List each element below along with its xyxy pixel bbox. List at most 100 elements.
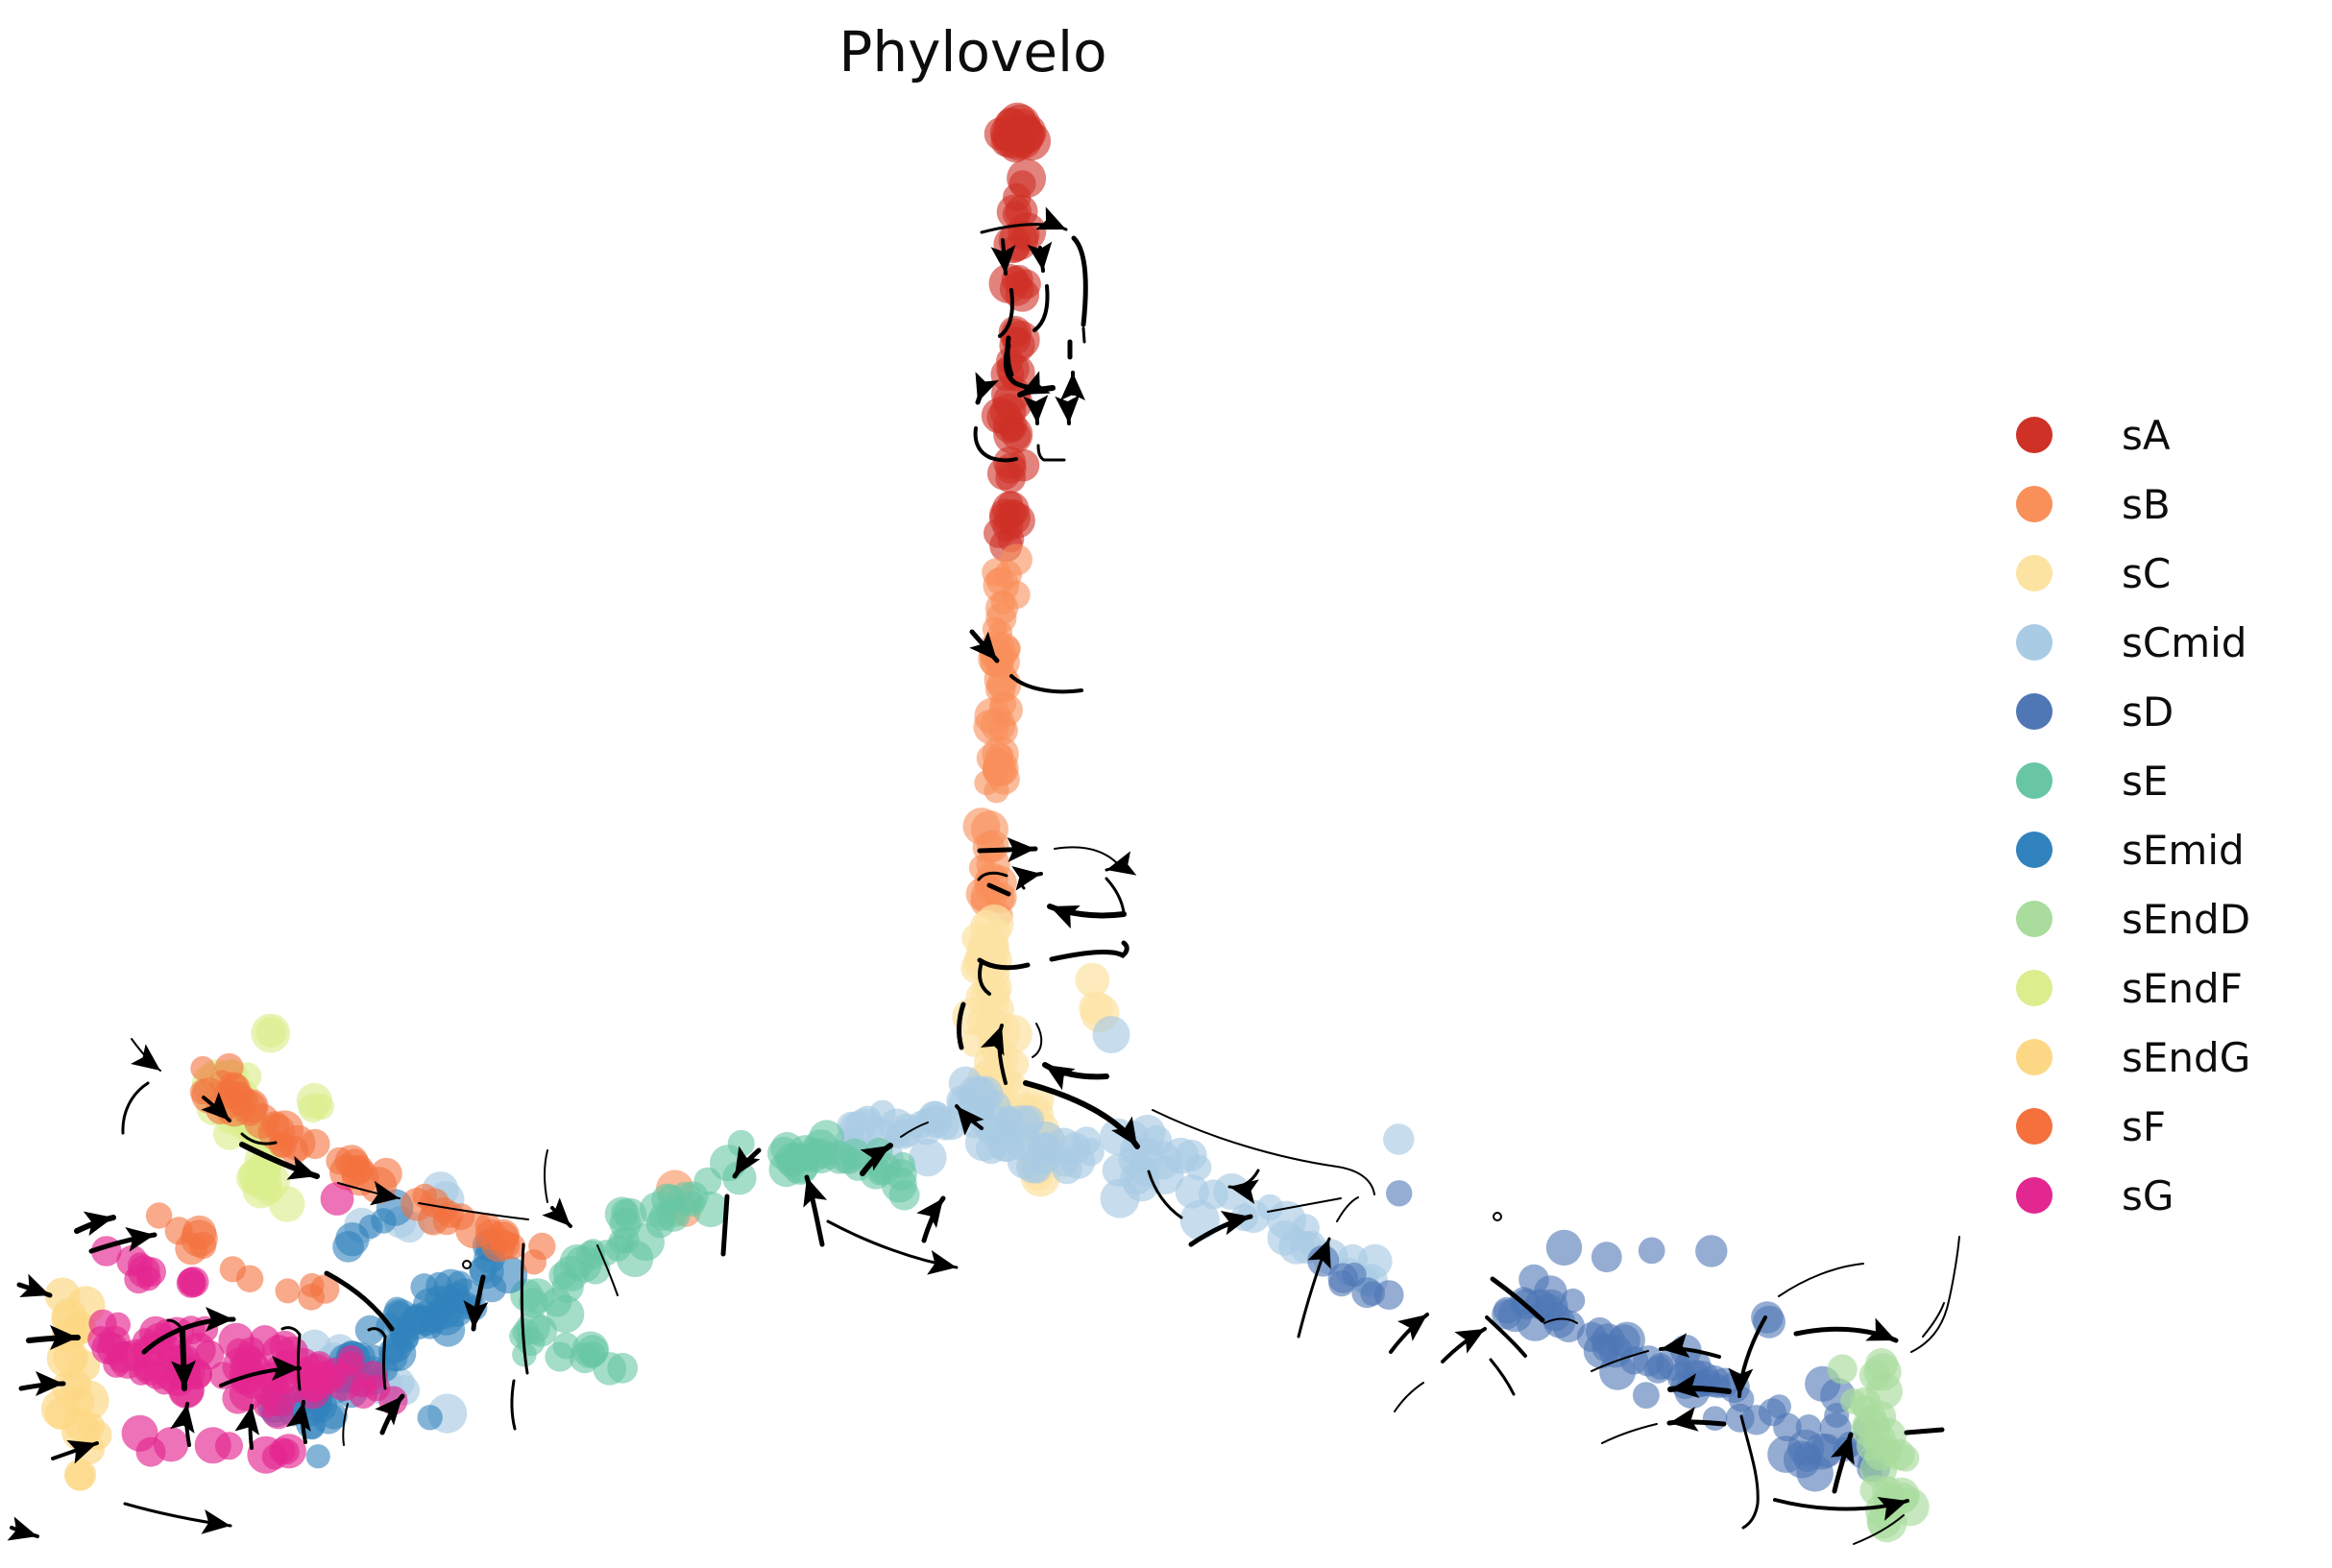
- streamline: [1023, 1080, 1140, 1149]
- data-point-sE: [888, 1179, 920, 1211]
- streamline: [975, 372, 999, 405]
- streamline: [121, 1081, 150, 1135]
- streamline: [170, 1402, 195, 1447]
- legend: sA sB sC sCmid sD sE sEmid sEndD sEndF sEndG sF sG: [2016, 400, 2250, 1230]
- data-point-sEndF: [243, 1161, 282, 1200]
- data-point-sG: [253, 1392, 279, 1418]
- legend-marker-icon: [2016, 1108, 2053, 1145]
- streamline: [826, 1219, 959, 1275]
- legend-label: sEmid: [2122, 826, 2245, 874]
- legend-marker-icon: [2016, 693, 2053, 730]
- data-point-sE: [722, 1161, 757, 1195]
- streamline: [973, 426, 1018, 463]
- legend-marker-icon: [2016, 555, 2053, 591]
- streamline: [1904, 1427, 1945, 1435]
- streamline: [324, 1270, 395, 1332]
- streamline-seed-icon: [462, 1260, 472, 1269]
- legend-label: sEndF: [2122, 964, 2243, 1012]
- data-point-sB: [984, 662, 1018, 697]
- streamline: [596, 1244, 619, 1296]
- data-point-sCmid: [1007, 1143, 1043, 1179]
- data-point-sCmid: [1179, 1199, 1220, 1241]
- legend-item-sEndF: sEndF: [2016, 953, 2250, 1023]
- data-point-sG: [311, 1362, 344, 1394]
- streamline: [969, 629, 1000, 663]
- data-point-sG: [105, 1312, 131, 1339]
- streamline: [16, 1273, 53, 1298]
- data-point-sF: [225, 1081, 254, 1110]
- streamline: [720, 1194, 730, 1257]
- streamline: [286, 1400, 311, 1444]
- data-point-sE: [614, 1197, 647, 1231]
- data-point-sEndF: [296, 1082, 332, 1119]
- data-point-sG: [153, 1427, 189, 1462]
- legend-label: sG: [2122, 1171, 2174, 1219]
- streamline: [280, 1326, 302, 1337]
- data-point-sCmid: [1118, 1145, 1149, 1175]
- streamline: [375, 1393, 405, 1435]
- streamline: [1047, 904, 1127, 929]
- data-point-sE: [692, 1191, 729, 1228]
- data-point-sE: [657, 1184, 685, 1212]
- streamline: [1389, 1313, 1429, 1354]
- data-point-sG: [222, 1383, 254, 1414]
- data-point-sEndG: [68, 1350, 101, 1382]
- streamline: [916, 1195, 946, 1243]
- data-point-sG: [127, 1255, 160, 1289]
- streamline: [1601, 1423, 1658, 1444]
- legend-marker-icon: [2016, 901, 2053, 937]
- legend-marker-icon: [2016, 832, 2053, 868]
- streamline: [239, 1142, 320, 1180]
- streamline: [234, 1404, 260, 1450]
- streamline: [240, 1132, 278, 1146]
- streamline: [297, 1333, 302, 1391]
- legend-item-sD: sD: [2016, 677, 2250, 746]
- legend-marker-icon: [2016, 1177, 2053, 1214]
- data-point-sD: [1766, 1394, 1791, 1419]
- data-point-sG: [269, 1437, 296, 1464]
- streamline: [74, 1211, 116, 1236]
- data-point-sF: [181, 1219, 218, 1258]
- data-point-sF: [145, 1202, 173, 1229]
- streamline: [1105, 851, 1137, 876]
- data-point-sG: [337, 1351, 363, 1377]
- legend-label: sA: [2122, 411, 2171, 459]
- legend-label: sC: [2122, 549, 2172, 597]
- streamline: [1336, 1196, 1359, 1222]
- streamline: [1267, 1197, 1342, 1213]
- streamline: [1042, 1062, 1109, 1091]
- data-point-sEndD: [1874, 1437, 1903, 1466]
- legend-marker-icon: [2016, 486, 2053, 522]
- streamline: [26, 1325, 81, 1351]
- data-point-sC: [970, 909, 1004, 944]
- streamline: [1441, 1327, 1487, 1363]
- streamline: [1793, 1317, 1899, 1343]
- data-point-sE: [559, 1243, 595, 1280]
- streamline: [977, 871, 1008, 881]
- data-point-sG: [215, 1432, 243, 1460]
- legend-item-sEmid: sEmid: [2016, 815, 2250, 884]
- data-point-sF: [190, 1055, 216, 1081]
- streamline: [1049, 940, 1130, 962]
- data-point-sD: [1753, 1305, 1785, 1339]
- data-point-sCmid: [1175, 1174, 1209, 1209]
- data-point-sCmid: [1236, 1199, 1271, 1234]
- legend-item-sEndD: sEndD: [2016, 884, 2250, 953]
- streamline: [1020, 876, 1028, 890]
- data-point-sEmid: [305, 1444, 330, 1469]
- legend-label: sF: [2122, 1102, 2167, 1150]
- data-point-sD: [1351, 1277, 1383, 1309]
- streamline: [1591, 1350, 1649, 1372]
- data-point-sD: [1328, 1270, 1355, 1297]
- data-point-sA: [1005, 125, 1037, 157]
- data-point-sD: [1695, 1235, 1728, 1267]
- data-point-sG: [320, 1182, 354, 1216]
- legend-item-sE: sE: [2016, 746, 2250, 815]
- streamline: [520, 1242, 529, 1375]
- scatter-points: [40, 102, 1930, 1543]
- data-point-sEndG: [68, 1380, 109, 1421]
- streamline: [1147, 1170, 1183, 1219]
- data-point-sF: [344, 1154, 375, 1185]
